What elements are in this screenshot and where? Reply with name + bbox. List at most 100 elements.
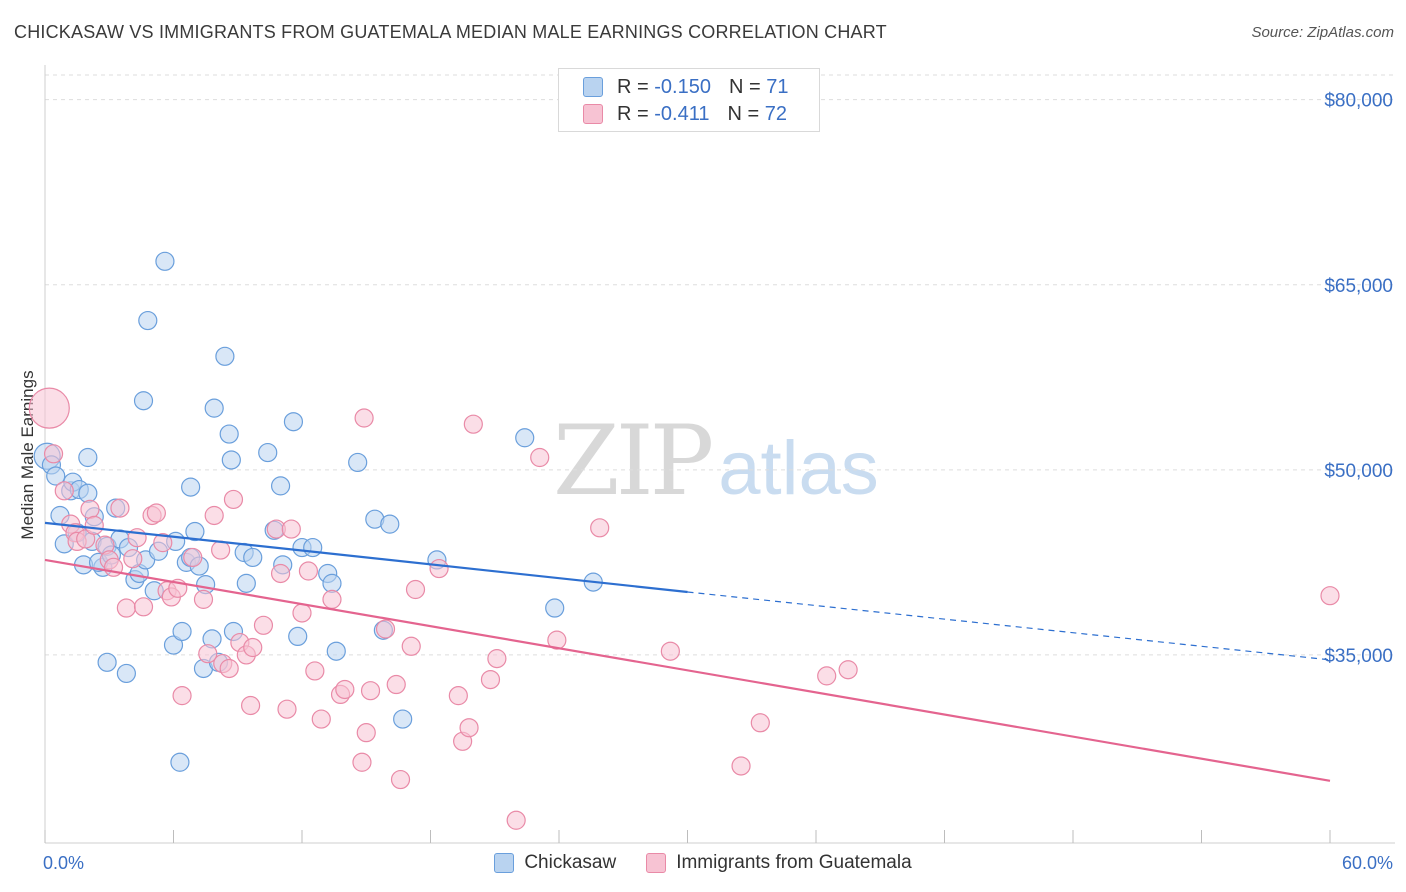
guatemala-point bbox=[84, 515, 104, 535]
guatemala-point bbox=[530, 447, 550, 468]
legend-swatch-blue bbox=[494, 853, 515, 873]
legend-item-chickasaw[interactable]: Chickasaw bbox=[494, 852, 616, 874]
guatemala-point bbox=[480, 669, 501, 690]
source-credit: Source: ZipAtlas.com bbox=[1251, 24, 1394, 41]
guatemala-point bbox=[335, 679, 355, 700]
legend-r-value: -0.150 bbox=[654, 75, 711, 98]
y-tick-label: $35,000 bbox=[1324, 646, 1393, 667]
grid bbox=[45, 74, 1395, 656]
chickasaw-point bbox=[185, 521, 205, 542]
guatemala-point bbox=[352, 752, 372, 772]
guatemala-point bbox=[123, 549, 143, 569]
guatemala-point bbox=[116, 598, 136, 618]
chickasaw-point bbox=[515, 428, 535, 448]
chickasaw-point bbox=[236, 573, 256, 593]
chart-title: CHICKASAW VS IMMIGRANTS FROM GUATEMALA M… bbox=[14, 22, 887, 42]
chickasaw-point bbox=[545, 598, 565, 618]
chickasaw-point bbox=[181, 477, 201, 497]
chickasaw-trend-line bbox=[44, 521, 688, 594]
guatemala-point bbox=[43, 444, 64, 464]
guatemala-point bbox=[243, 637, 263, 658]
guatemala-point bbox=[292, 603, 312, 623]
chickasaw-point bbox=[322, 573, 342, 593]
chickasaw-point bbox=[138, 310, 158, 331]
chickasaw-point bbox=[172, 621, 192, 642]
guatemala-point bbox=[375, 619, 396, 639]
chickasaw-point bbox=[133, 391, 154, 411]
chickasaw-point bbox=[393, 709, 413, 729]
legend-swatch-blue bbox=[583, 77, 603, 97]
guatemala-point bbox=[1320, 586, 1340, 606]
chickasaw-point bbox=[155, 251, 175, 271]
chickasaw-point bbox=[78, 483, 98, 503]
watermark-atlas: atlas bbox=[718, 426, 879, 511]
legend-label: Immigrants from Guatemala bbox=[676, 852, 912, 873]
guatemala-point bbox=[146, 503, 166, 523]
guatemala-point bbox=[110, 498, 130, 518]
guatemala-point bbox=[322, 589, 342, 609]
legend-n-label: N = bbox=[728, 75, 761, 98]
guatemala-point bbox=[405, 579, 426, 600]
guatemala-point bbox=[153, 533, 173, 553]
guatemala-point bbox=[487, 649, 507, 669]
chickasaw-point bbox=[348, 452, 368, 473]
guatemala-point bbox=[817, 666, 837, 686]
chickasaw-point bbox=[116, 663, 136, 684]
guatemala-point bbox=[253, 615, 274, 635]
legend-row-chickasaw: R = -0.150 N = 71 bbox=[583, 75, 788, 99]
guatemala-trend-line bbox=[44, 558, 1331, 782]
legend-r-label: R = bbox=[617, 102, 649, 125]
guatemala-point bbox=[429, 558, 449, 579]
guatemala-point bbox=[360, 681, 381, 701]
guatemala-point bbox=[204, 505, 224, 526]
chickasaw-point bbox=[288, 626, 308, 647]
tick-labels: $35,000 $50,000 $65,000 $80,000 0.0% 60.0% bbox=[43, 91, 1393, 873]
chickasaw-point bbox=[219, 424, 239, 444]
chickasaw-point bbox=[380, 514, 400, 534]
guatemala-point bbox=[750, 713, 770, 733]
guatemala-point bbox=[76, 529, 96, 549]
legend-swatch-pink bbox=[646, 853, 667, 873]
chickasaw-point bbox=[46, 466, 66, 486]
x-tick-label: 0.0% bbox=[43, 853, 84, 873]
guatemala-point bbox=[198, 644, 218, 664]
watermark-zip: ZIP bbox=[553, 405, 714, 517]
chickasaw-point bbox=[258, 442, 278, 463]
guatemala-point bbox=[80, 499, 100, 519]
chickasaw-point bbox=[215, 346, 235, 366]
guatemala-point bbox=[660, 641, 680, 661]
guatemala-point bbox=[506, 810, 526, 830]
guatemala-point bbox=[298, 561, 319, 581]
guatemala-point bbox=[172, 686, 192, 706]
y-tick-label: $80,000 bbox=[1324, 91, 1393, 112]
chickasaw-point bbox=[283, 412, 304, 432]
guatemala-point bbox=[390, 769, 411, 790]
axes bbox=[44, 65, 1395, 844]
chickasaw-point bbox=[303, 537, 323, 558]
guatemala-point bbox=[219, 658, 239, 679]
guatemala-point bbox=[459, 718, 479, 738]
legend-r-value: -0.411 bbox=[654, 102, 710, 125]
chickasaw-point bbox=[243, 547, 263, 568]
guatemala-point bbox=[731, 756, 751, 776]
guatemala-point bbox=[54, 481, 74, 501]
guatemala-point bbox=[211, 540, 231, 560]
legend-row-guatemala: R = -0.411 N = 72 bbox=[583, 102, 787, 126]
legend-swatch-pink bbox=[583, 104, 603, 124]
guatemala-point bbox=[354, 408, 374, 428]
legend-n-value: 72 bbox=[764, 102, 787, 125]
guatemala-point bbox=[270, 563, 291, 584]
guatemala-point bbox=[311, 709, 331, 729]
guatemala-point bbox=[401, 636, 421, 656]
guatemala-point bbox=[356, 723, 376, 743]
legend-item-guatemala[interactable]: Immigrants from Guatemala bbox=[646, 852, 912, 874]
guatemala-point bbox=[448, 686, 468, 706]
guatemala-point bbox=[386, 674, 406, 695]
guatemala-point bbox=[241, 695, 261, 716]
y-tick-label: $65,000 bbox=[1324, 276, 1393, 297]
chickasaw-point bbox=[326, 641, 346, 661]
guatemala-point bbox=[547, 630, 567, 650]
data-points bbox=[28, 251, 1340, 830]
legend-r-label: R = bbox=[617, 75, 649, 98]
chickasaw-point bbox=[221, 450, 241, 470]
